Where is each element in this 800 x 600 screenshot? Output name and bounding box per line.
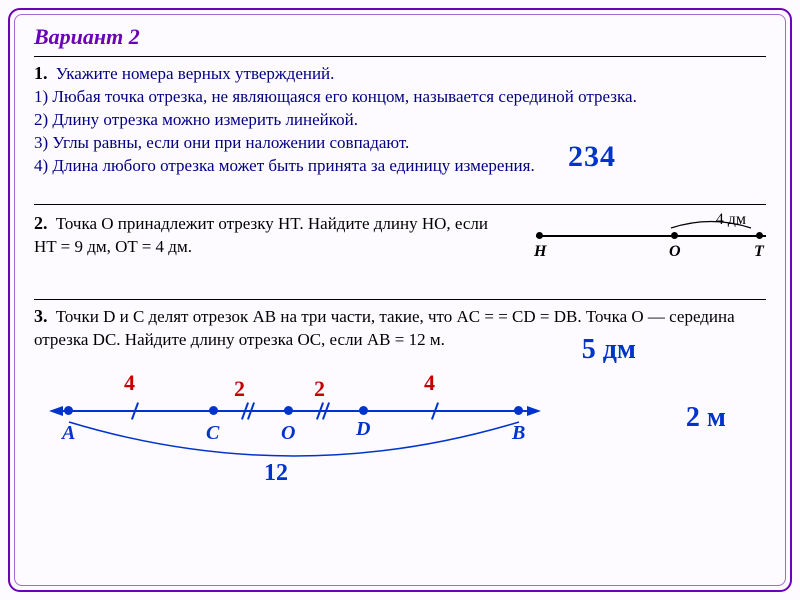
p2-lbl-t: T (754, 243, 764, 261)
p3-total: 12 (264, 460, 288, 487)
p2-text-wrap: 2. Точка O принадлежит отрезку HT. Найди… (34, 211, 506, 259)
p2-dot-o (671, 232, 678, 239)
p2-lbl-h: H (534, 243, 546, 261)
p3-dot-c (209, 406, 218, 415)
p3-total-arc (64, 420, 524, 470)
p1-prompt: Укажите номера верных утверждений. (56, 64, 335, 83)
p2-diagram: 4 дм H O T (536, 211, 766, 281)
p2-dot-t (756, 232, 763, 239)
p1-opt3: 3) Углы равны, если они при наложении со… (34, 133, 409, 152)
problem-2: 2. Точка O принадлежит отрезку HT. Найди… (34, 211, 766, 281)
p3-diagram: 4 2 2 4 A C O D B 12 2 м (34, 362, 766, 482)
p2-text: Точка O принадлежит отрезку HT. Найдите … (34, 214, 488, 256)
p3-dot-b (514, 406, 523, 415)
p1-num: 1. (34, 63, 48, 83)
problem-3-text: 3. Точки D и C делят отрезок AB на три ч… (34, 304, 766, 352)
p3-dot-d (359, 406, 368, 415)
p3-seg3: 2 (314, 376, 325, 402)
p2-lbl-o: O (669, 243, 681, 261)
p3-line (59, 410, 529, 413)
separator-1 (34, 56, 766, 57)
p3-seg4: 4 (424, 370, 435, 396)
p2-line (536, 235, 766, 237)
p1-opt2: 2) Длину отрезка можно измерить линейкой… (34, 110, 358, 129)
separator-2 (34, 204, 766, 205)
p2-dot-h (536, 232, 543, 239)
p1-opt1: 1) Любая точка отрезка, не являющаяся ег… (34, 87, 637, 106)
p1-answer: 234 (568, 140, 616, 174)
p1-opt4: 4) Длина любого отрезка может быть приня… (34, 156, 535, 175)
p3-answer: 2 м (686, 402, 726, 434)
p3-seg2: 2 (234, 376, 245, 402)
separator-3 (34, 299, 766, 300)
p2-bracket (666, 213, 756, 233)
p3-num: 3. (34, 306, 48, 326)
p3-seg1: 4 (124, 370, 135, 396)
problem-1: 1. Укажите номера верных утверждений. 1)… (34, 61, 766, 178)
p3-dot-a (64, 406, 73, 415)
p2-num: 2. (34, 213, 48, 233)
p3-arrow-right (527, 406, 541, 416)
page-content: Вариант 2 1. Укажите номера верных утвер… (34, 24, 766, 576)
p3-dot-o (284, 406, 293, 415)
variant-title: Вариант 2 (34, 24, 766, 50)
